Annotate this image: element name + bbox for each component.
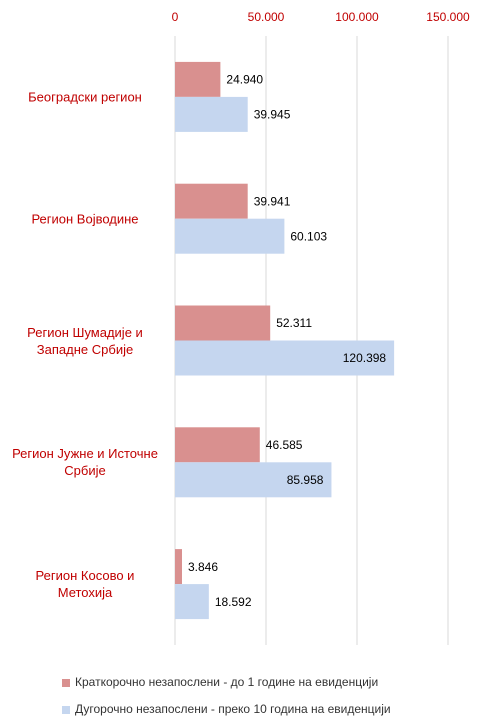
x-tick-label: 0 xyxy=(172,10,179,24)
y-tick-label: Регион Шумадије и Западне Србије xyxy=(0,324,170,358)
y-tick-label: Београдски регион xyxy=(0,88,170,105)
bar xyxy=(175,427,260,462)
bar xyxy=(175,219,284,254)
x-tick-label: 150.000 xyxy=(426,10,470,24)
legend-swatch xyxy=(62,706,70,714)
bar xyxy=(175,549,182,584)
legend-swatch xyxy=(62,679,70,687)
value-label: 120.398 xyxy=(343,351,387,365)
x-tick-label: 100.000 xyxy=(335,10,379,24)
bar xyxy=(175,184,248,219)
legend-label: Дугорочно незапослени - преко 10 година … xyxy=(75,702,391,716)
y-tick-label: Регион Косово и Метохија xyxy=(0,567,170,601)
bar xyxy=(175,584,209,619)
value-label: 39.945 xyxy=(254,108,291,122)
x-tick-label: 50.000 xyxy=(248,10,285,24)
value-label: 85.958 xyxy=(287,473,324,487)
legend-label: Краткорочно незапослени - до 1 године на… xyxy=(75,675,378,689)
value-label: 3.846 xyxy=(188,560,218,574)
value-label: 46.585 xyxy=(266,438,303,452)
value-label: 52.311 xyxy=(276,316,312,330)
value-label: 18.592 xyxy=(215,595,252,609)
y-tick-label: Регион Војводине xyxy=(0,210,170,227)
bar xyxy=(175,97,248,132)
bar xyxy=(175,62,220,97)
chart: 0 50.000 100.000 150.000 24.940 39.945 39.941 6… xyxy=(0,0,484,720)
chart-container: 0 50.000 100.000 150.000 24.940 39.945 39.941 6… xyxy=(0,0,484,720)
value-label: 24.940 xyxy=(226,73,263,87)
bar xyxy=(175,306,270,341)
value-label: 39.941 xyxy=(254,194,291,208)
value-label: 60.103 xyxy=(290,229,327,243)
y-tick-label: Регион Јужне и Источне Србије xyxy=(0,445,170,479)
